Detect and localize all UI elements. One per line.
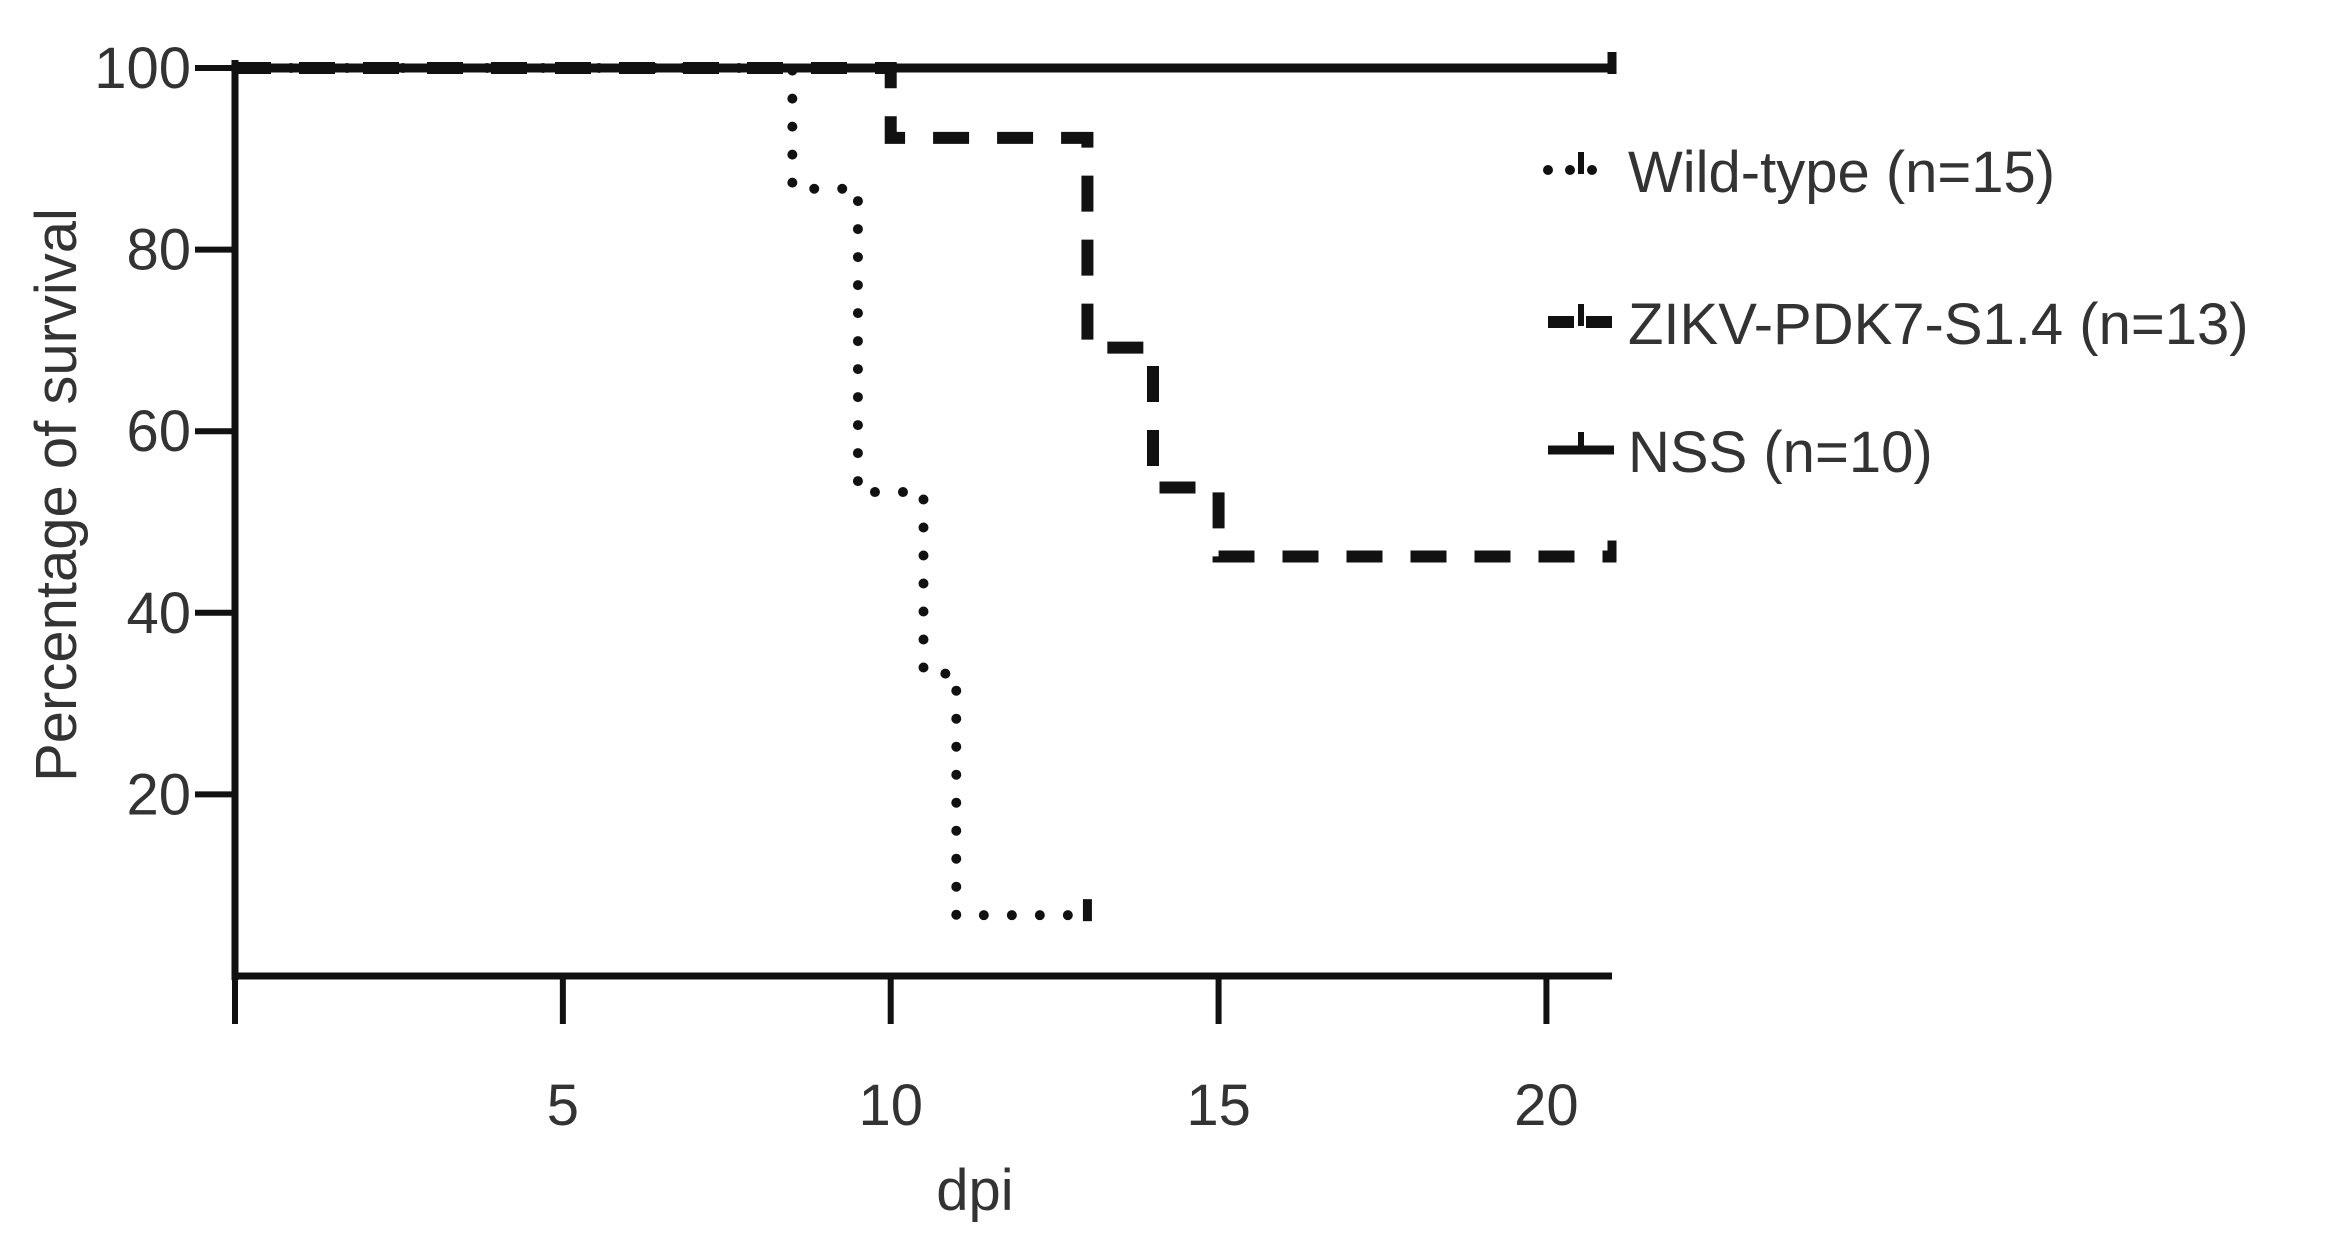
legend: Wild-type (n=15) ZIKV-PDK7-S1.4 (n=13) NSS… xyxy=(1543,140,2249,485)
x-tick-label: 15 xyxy=(1186,1073,1251,1138)
x-tick-label: 5 xyxy=(547,1073,579,1138)
x-tick-label: 10 xyxy=(858,1073,923,1138)
y-tick-label: 60 xyxy=(126,399,191,464)
y-tick-label: 20 xyxy=(126,762,191,827)
y-tick-label: 100 xyxy=(94,36,191,101)
axes: 5 10 15 20 20 40 60 80 100 xyxy=(94,36,1612,1138)
y-ticks: 20 40 60 80 100 xyxy=(94,36,235,827)
series-line-0 xyxy=(230,63,1093,921)
y-tick-label: 40 xyxy=(126,581,191,646)
y-tick-label: 80 xyxy=(126,218,191,283)
legend-label-0: Wild-type (n=15) xyxy=(1628,140,2055,205)
y-axis-title: Percentage of survival xyxy=(24,208,89,782)
x-ticks: 5 10 15 20 xyxy=(232,976,1579,1138)
legend-label-1: ZIKV-PDK7-S1.4 (n=13) xyxy=(1628,292,2249,357)
plot-lines xyxy=(230,52,1617,922)
x-axis-title: dpi xyxy=(936,1158,1013,1223)
series-line-1 xyxy=(235,62,1612,563)
legend-label-2: NSS (n=10) xyxy=(1628,420,1933,485)
x-tick-label: 20 xyxy=(1514,1073,1579,1138)
